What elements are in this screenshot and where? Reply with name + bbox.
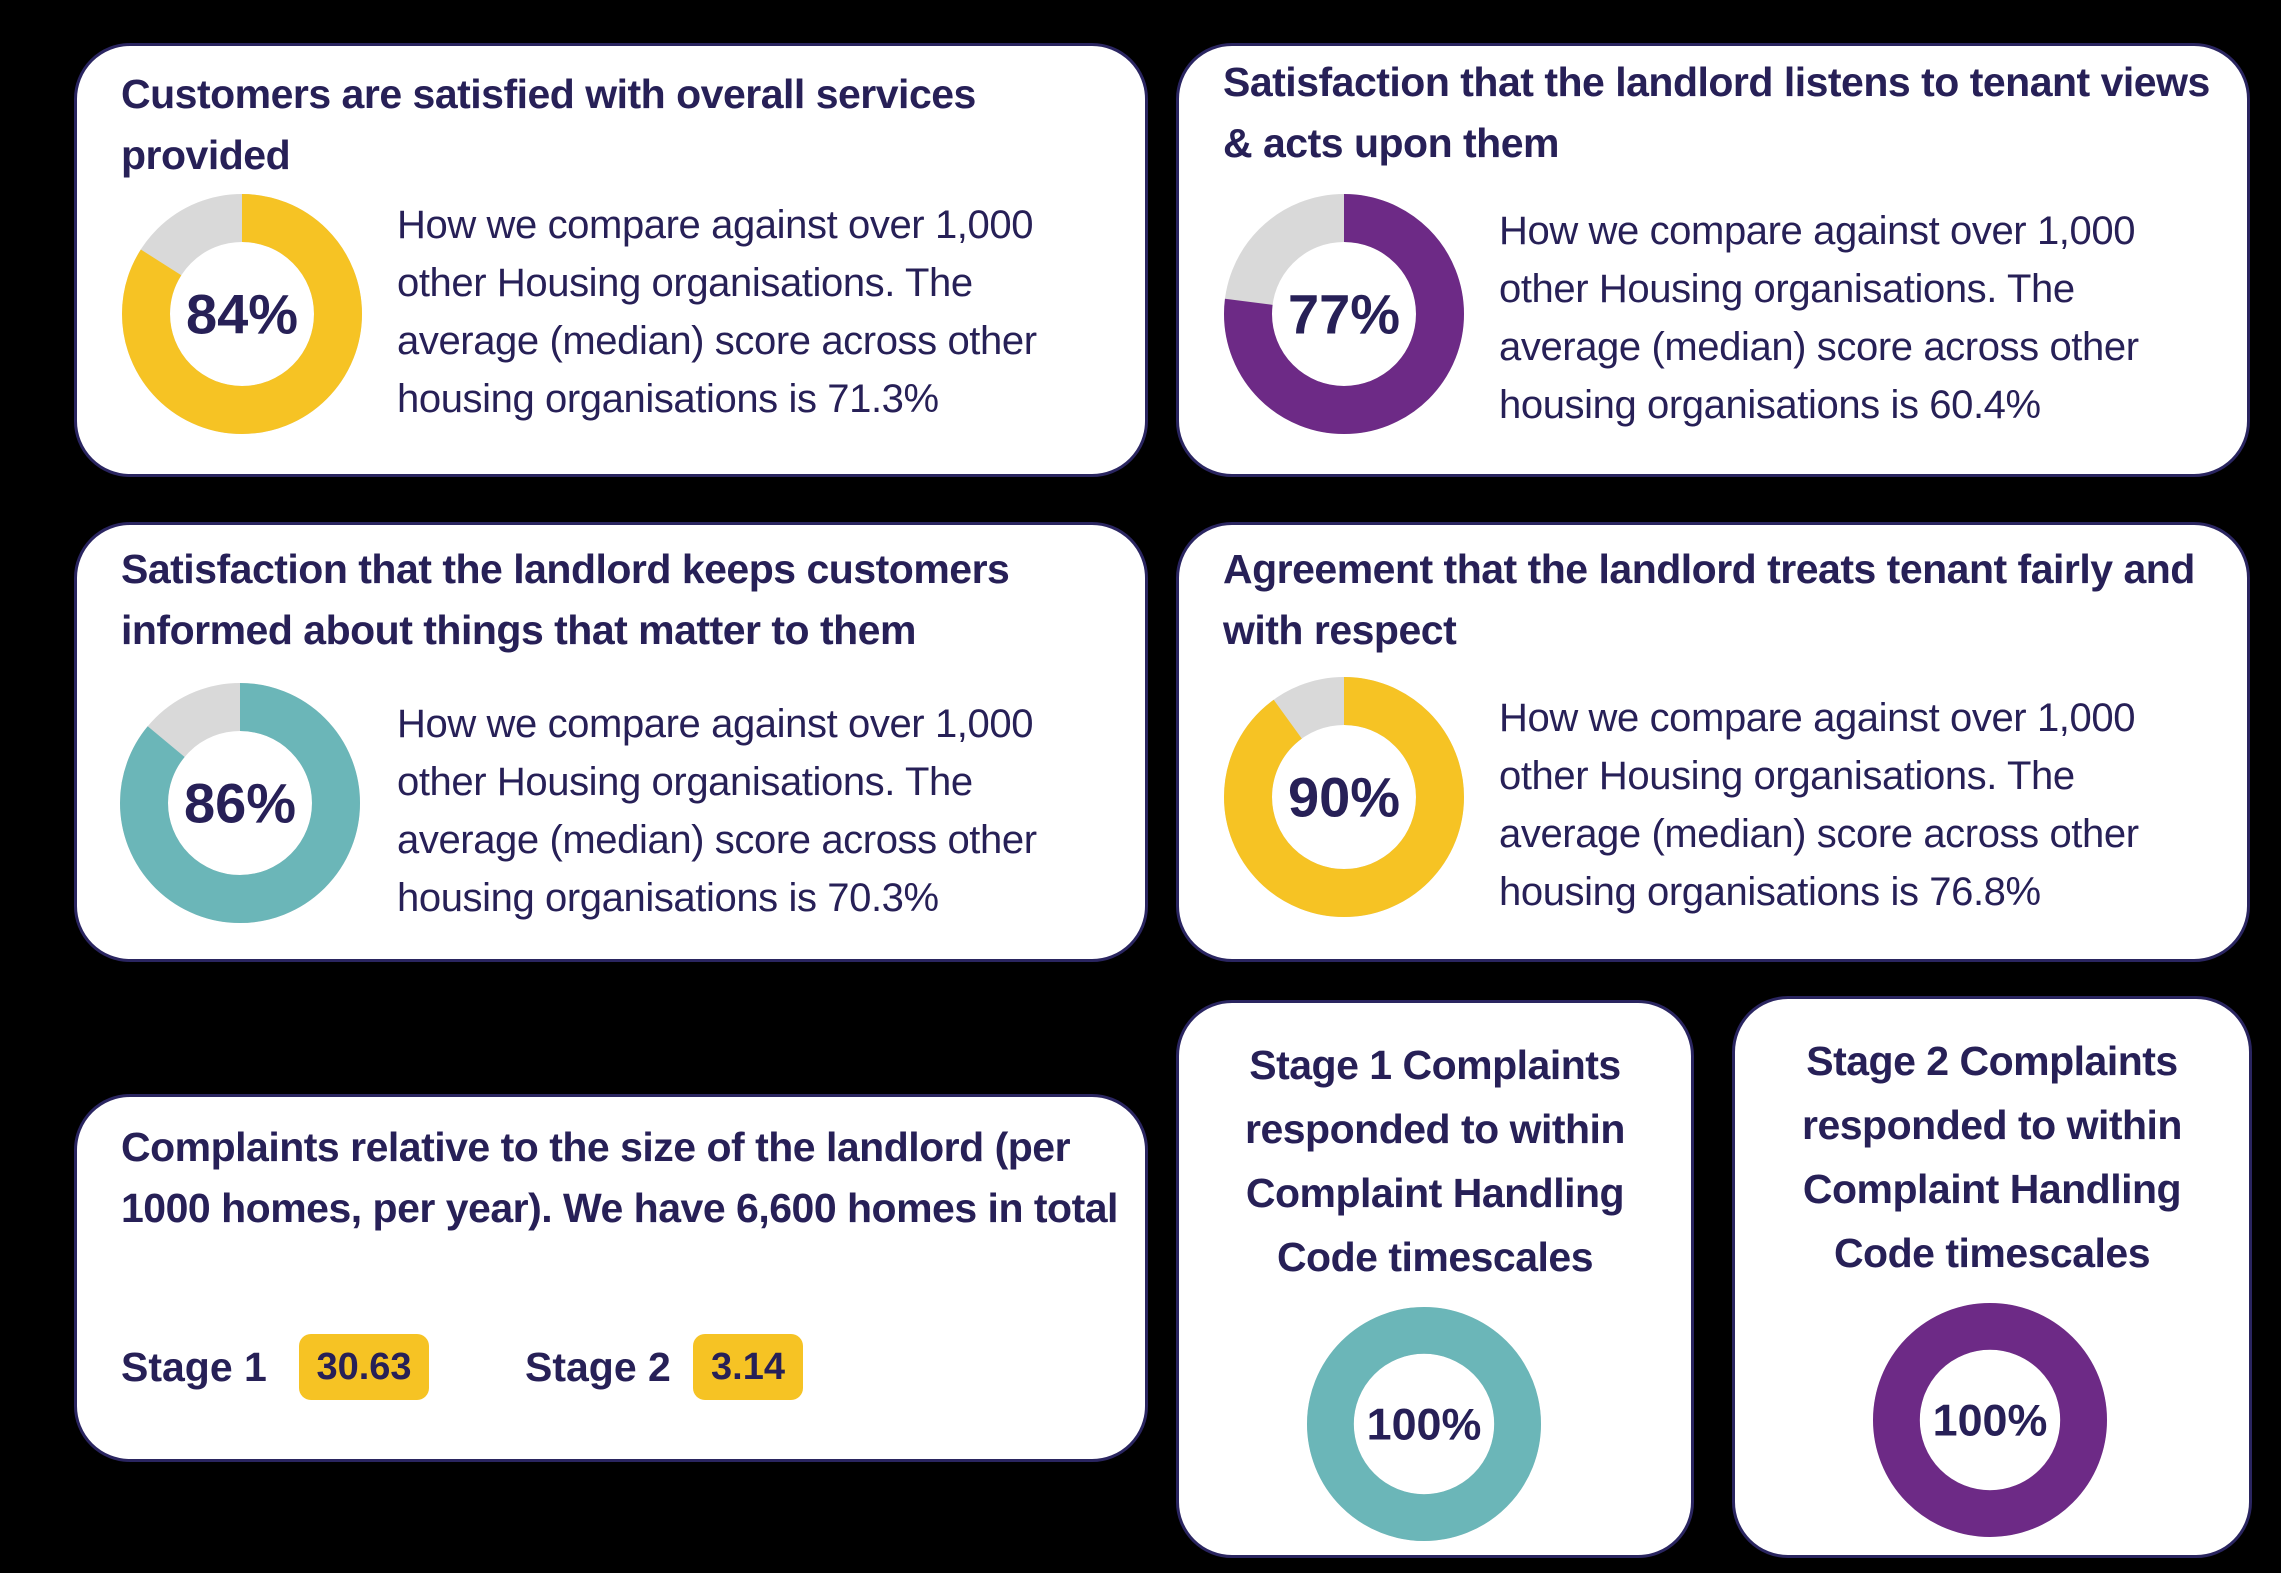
donut-value-slice [1224, 677, 1464, 917]
card-description: How we compare against over 1,000 other … [1499, 696, 2139, 914]
card-title: Agreement that the landlord treats tenan… [1223, 546, 2195, 653]
card-title: Satisfaction that the landlord listens t… [1223, 59, 2210, 166]
card-overall-satisfaction: Customers are satisfied with overall ser… [74, 43, 1148, 477]
card-listens-to-views: Satisfaction that the landlord listens t… [1176, 43, 2250, 477]
donut-value-label: 100% [1367, 1399, 1482, 1450]
stage-2-label: Stage 2 [525, 1344, 671, 1390]
donut-value-label: 90% [1288, 766, 1400, 829]
card-stage-2-timescales: Stage 2 Complaints responded to within C… [1732, 996, 2252, 1558]
card-complaints-relative: Complaints relative to the size of the l… [74, 1094, 1148, 1462]
donut-value-slice [1307, 1307, 1541, 1541]
donut-value-slice [122, 194, 362, 434]
donut-chart: 86% [120, 683, 360, 923]
stage-2-badge: 3.14 [693, 1334, 803, 1400]
stage-1-badge: 30.63 [299, 1334, 429, 1400]
donut-value-label: 84% [186, 283, 298, 346]
donut-chart: 90% [1224, 677, 1464, 917]
donut-value-label: 100% [1933, 1395, 2048, 1446]
donut-value-slice [120, 683, 360, 923]
card-stage-1-timescales: Stage 1 Complaints responded to within C… [1176, 1000, 1694, 1558]
card-keeps-informed: Satisfaction that the landlord keeps cus… [74, 522, 1148, 962]
donut-chart: 100% [1873, 1303, 2107, 1537]
donut-chart: 100% [1307, 1307, 1541, 1541]
card-title: Complaints relative to the size of the l… [121, 1124, 1118, 1231]
donut-value-slice [1224, 194, 1464, 434]
donut-chart: 77% [1224, 194, 1464, 434]
donut-value-label: 86% [184, 772, 296, 835]
card-description: How we compare against over 1,000 other … [397, 203, 1037, 421]
card-description: How we compare against over 1,000 other … [397, 702, 1037, 920]
card-fairness-respect: Agreement that the landlord treats tenan… [1176, 522, 2250, 962]
stage-1-label: Stage 1 [121, 1344, 267, 1390]
card-title: Satisfaction that the landlord keeps cus… [121, 546, 1010, 653]
donut-value-label: 77% [1288, 283, 1400, 346]
card-title: Stage 2 Complaints responded to within C… [1802, 1038, 2182, 1276]
card-title: Customers are satisfied with overall ser… [121, 71, 976, 178]
donut-chart: 84% [122, 194, 362, 434]
card-description: How we compare against over 1,000 other … [1499, 209, 2139, 427]
donut-value-slice [1873, 1303, 2107, 1537]
card-title: Stage 1 Complaints responded to within C… [1245, 1042, 1625, 1280]
